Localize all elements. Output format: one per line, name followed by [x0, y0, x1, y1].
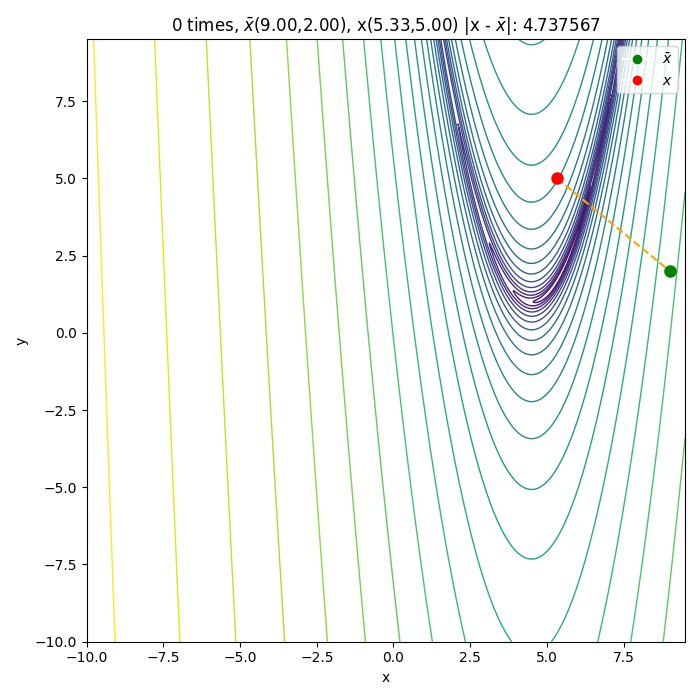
- Title: 0 times, $\bar{x}$(9.00,2.00), x(5.33,5.00) |x - $\bar{x}$|: 4.737567: 0 times, $\bar{x}$(9.00,2.00), x(5.33,5.…: [171, 15, 601, 37]
- X-axis label: x: x: [382, 671, 390, 685]
- Legend: $\bar{x}$, $x$: $\bar{x}$, $x$: [617, 46, 678, 93]
- Y-axis label: y: y: [15, 337, 29, 344]
